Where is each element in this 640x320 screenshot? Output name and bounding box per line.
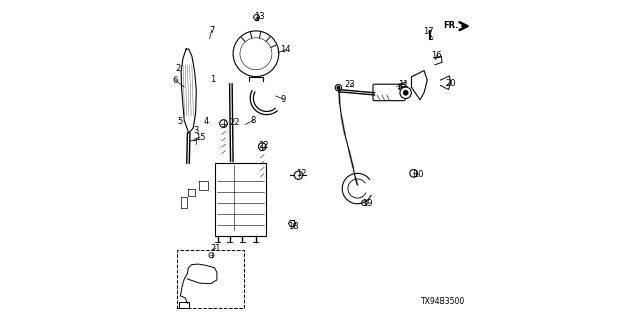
Text: 3: 3: [193, 126, 198, 135]
Text: 13: 13: [254, 12, 264, 21]
Text: 17: 17: [423, 27, 434, 36]
Text: 9: 9: [281, 95, 286, 104]
Text: 4: 4: [203, 117, 209, 126]
Circle shape: [335, 84, 342, 91]
Text: 8: 8: [251, 116, 256, 125]
Text: 15: 15: [195, 133, 205, 142]
Text: 7: 7: [209, 26, 214, 35]
Text: 10: 10: [413, 170, 424, 179]
Text: 14: 14: [280, 45, 291, 54]
Text: 2: 2: [175, 63, 180, 73]
Text: 5: 5: [177, 117, 182, 126]
Circle shape: [253, 14, 259, 20]
Text: 16: 16: [431, 51, 442, 60]
Text: FR.: FR.: [444, 21, 459, 30]
Text: 20: 20: [445, 79, 456, 88]
Text: 21: 21: [211, 244, 221, 253]
Bar: [179, 302, 189, 308]
Circle shape: [259, 143, 266, 150]
Circle shape: [410, 170, 417, 177]
Circle shape: [403, 90, 408, 95]
Text: 23: 23: [345, 80, 355, 89]
Circle shape: [362, 200, 367, 206]
Text: 19: 19: [362, 199, 372, 208]
Bar: [177, 250, 244, 308]
Text: 1: 1: [211, 75, 216, 84]
Bar: [214, 163, 266, 236]
Text: 11: 11: [398, 80, 408, 89]
Circle shape: [220, 120, 227, 127]
Text: 18: 18: [288, 222, 298, 231]
Text: 22: 22: [259, 141, 269, 150]
Circle shape: [240, 38, 272, 70]
Circle shape: [337, 86, 340, 89]
Text: 6: 6: [173, 76, 178, 84]
Text: 12: 12: [296, 169, 306, 178]
Circle shape: [400, 87, 412, 99]
Circle shape: [209, 252, 214, 258]
Text: TX94B3500: TX94B3500: [421, 297, 465, 306]
Circle shape: [233, 31, 279, 76]
Circle shape: [294, 171, 303, 179]
Text: 22: 22: [230, 118, 240, 127]
